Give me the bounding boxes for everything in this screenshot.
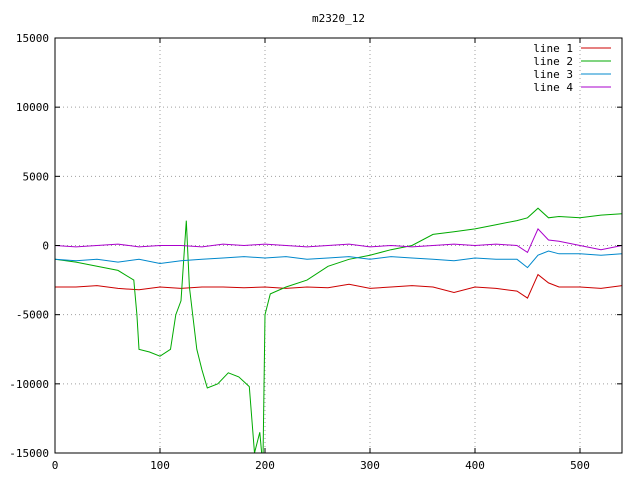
grid	[55, 38, 622, 453]
y-tick-label: 0	[42, 240, 49, 253]
x-tick-label: 0	[52, 459, 59, 472]
legend-label-2: line 2	[533, 55, 573, 68]
y-tick-label: 15000	[16, 32, 49, 45]
x-tick-label: 200	[255, 459, 275, 472]
y-tick-label: -5000	[16, 309, 49, 322]
series-line-2	[55, 207, 622, 453]
series-line-3	[55, 250, 622, 269]
chart-title: m2320_12	[312, 12, 365, 25]
x-tick-label: 300	[360, 459, 380, 472]
y-tick-label: -15000	[9, 447, 49, 460]
series-line-1	[55, 273, 622, 299]
y-tick-label: -10000	[9, 378, 49, 391]
y-tick-label: 5000	[23, 170, 50, 183]
x-tick-label: 500	[570, 459, 590, 472]
legend-label-4: line 4	[533, 81, 573, 94]
x-tick-label: 100	[150, 459, 170, 472]
x-tick-label: 400	[465, 459, 485, 472]
y-tick-label: 10000	[16, 101, 49, 114]
legend-label-1: line 1	[533, 42, 573, 55]
legend-label-3: line 3	[533, 68, 573, 81]
series-line-4	[55, 228, 622, 254]
axis-ticks: 0 100 200 300 400 500 -15000 -10000 -5000 0 5000 10…	[9, 32, 622, 472]
series-lines	[55, 207, 622, 453]
